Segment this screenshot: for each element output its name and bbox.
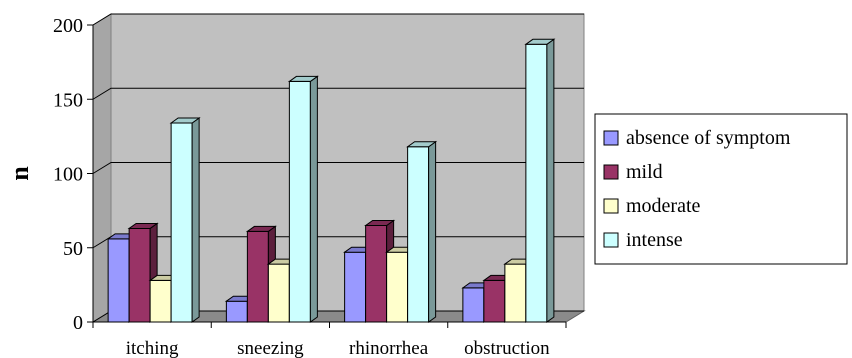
bar-side [428,140,437,323]
y-tick-label: 50 [63,238,83,260]
y-tick-label: 100 [53,164,83,186]
bar-front [149,279,172,323]
bar-obstruction-intense [524,38,556,323]
bar-front [267,263,290,323]
bar-front [365,224,388,323]
x-category-label: sneezing [237,338,304,358]
bar-front [225,300,248,323]
legend: absence of symptom mild moderate intense [594,113,848,265]
bar-front [246,230,269,323]
bar-top [127,222,159,229]
x-category-labels: itching sneezing rhinorrhea obstruction [126,338,550,358]
bar-top [169,117,201,124]
axes [87,24,567,328]
x-category-label: rhinorrhea [349,338,429,358]
bar-front [462,287,485,323]
gridline [92,87,584,100]
bar-front [386,251,409,323]
bar-side [546,38,555,323]
y-tick-label: 200 [53,15,83,37]
legend-swatch [603,198,619,214]
bar-top [406,141,438,148]
x-category-label: obstruction [464,338,550,358]
y-axis-title: n [5,166,34,181]
y-tick-label: 0 [73,312,83,334]
gridline [92,13,584,26]
bar-top [364,219,396,226]
legend-label: absence of symptom [626,127,791,149]
bar-itching-intense [169,117,201,323]
legend-label: intense [626,229,683,251]
bar-front [483,279,506,323]
bars [106,38,556,323]
bar-front [288,80,311,323]
bar-rhinorrhea-intense [406,140,438,323]
legend-item: absence of symptom [603,127,791,149]
legend-label: moderate [626,195,701,217]
bar-sneezing-intense [287,75,319,323]
legend-swatch [603,232,619,248]
legend-item: intense [603,229,683,251]
y-tick-labels: 0 50 100 150 200 [53,15,83,334]
bar-top [287,75,319,82]
legend-item: moderate [603,195,701,217]
legend-swatch [603,130,619,146]
x-category-label: itching [126,338,179,358]
legend-label: mild [626,161,663,183]
bar-front [525,43,548,323]
bar-front [344,251,367,323]
bar-front [107,238,130,323]
legend-swatch [603,164,619,180]
bar-front [407,146,430,323]
bar-side [191,117,200,323]
legend-item: mild [603,161,663,183]
legend-box [594,113,848,265]
bar-top [245,225,277,232]
bar-front [170,122,193,323]
bar-front [504,263,527,323]
y-tick-label: 150 [53,89,83,111]
bar-top [524,38,556,45]
bar-side [309,75,318,323]
bar-front [128,227,151,323]
